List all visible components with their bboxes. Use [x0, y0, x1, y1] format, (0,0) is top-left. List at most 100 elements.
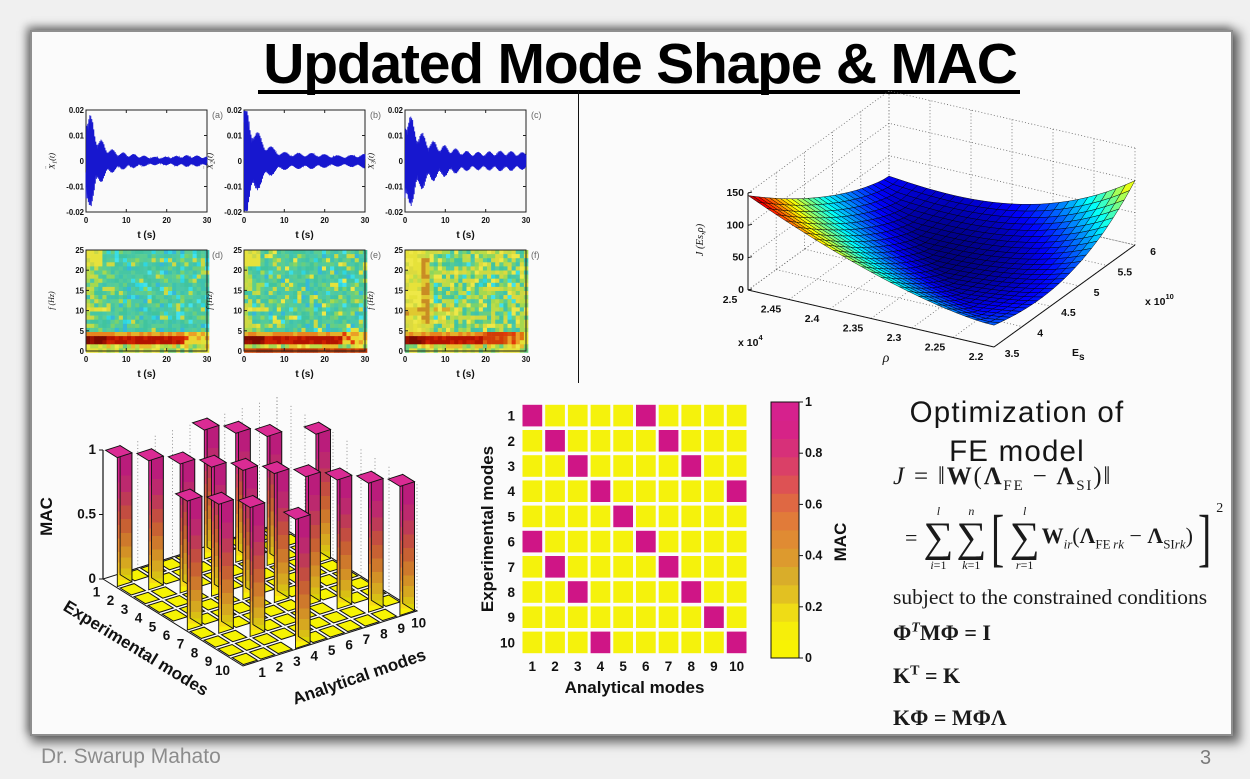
svg-text:10: 10	[122, 216, 131, 225]
svg-text:6: 6	[1150, 246, 1156, 258]
svg-text:0: 0	[238, 347, 243, 356]
svg-text:15: 15	[394, 286, 403, 295]
svg-text:f (Hz): f (Hz)	[205, 291, 214, 310]
svg-text:X3(t): X3(t)	[366, 153, 378, 170]
svg-text:2.2: 2.2	[969, 351, 984, 363]
svg-text:9: 9	[205, 654, 213, 669]
svg-text:10: 10	[411, 615, 426, 630]
svg-text:30: 30	[361, 216, 370, 225]
svg-text:3: 3	[293, 654, 301, 669]
svg-text:0.8: 0.8	[805, 446, 822, 460]
svg-text:4: 4	[135, 611, 143, 626]
svg-text:30: 30	[522, 355, 531, 364]
svg-text:100: 100	[726, 219, 744, 231]
svg-text:8: 8	[507, 585, 515, 600]
svg-text:x 1010: x 1010	[1145, 292, 1174, 308]
svg-text:3.5: 3.5	[1005, 348, 1020, 360]
svg-text:4: 4	[507, 484, 515, 499]
svg-text:30: 30	[203, 355, 212, 364]
svg-text:20: 20	[481, 216, 490, 225]
svg-text:0: 0	[84, 355, 89, 364]
svg-text:50: 50	[732, 252, 744, 264]
svg-text:-0.01: -0.01	[385, 183, 403, 192]
svg-text:20: 20	[162, 355, 171, 364]
svg-text:2: 2	[551, 659, 559, 674]
svg-text:3: 3	[574, 659, 582, 674]
svg-text:5: 5	[507, 509, 515, 524]
svg-text:0: 0	[242, 216, 247, 225]
svg-text:10: 10	[394, 307, 403, 316]
svg-text:9: 9	[397, 621, 405, 636]
svg-text:20: 20	[394, 266, 403, 275]
svg-text:1: 1	[507, 409, 515, 424]
svg-text:-0.01: -0.01	[66, 183, 84, 192]
svg-text:-0.02: -0.02	[385, 208, 403, 217]
svg-text:15: 15	[233, 286, 242, 295]
svg-text:0: 0	[399, 347, 404, 356]
svg-text:Es: Es	[1072, 347, 1085, 363]
svg-text:7: 7	[363, 632, 371, 647]
svg-text:0: 0	[805, 651, 812, 665]
svg-text:2.25: 2.25	[925, 342, 946, 354]
svg-text:f (Hz): f (Hz)	[366, 291, 375, 310]
svg-text:5: 5	[619, 659, 627, 674]
svg-text:0: 0	[238, 157, 243, 166]
svg-text:0: 0	[242, 355, 247, 364]
svg-text:9: 9	[507, 610, 515, 625]
svg-text:10: 10	[729, 659, 744, 674]
svg-text:0: 0	[403, 355, 408, 364]
svg-text:f (Hz): f (Hz)	[47, 291, 56, 310]
svg-text:MAC: MAC	[37, 497, 56, 536]
svg-text:t (s): t (s)	[295, 230, 313, 240]
svg-text:-0.02: -0.02	[224, 208, 242, 217]
svg-text:(a): (a)	[212, 110, 223, 120]
svg-text:30: 30	[522, 216, 531, 225]
svg-text:(b): (b)	[370, 110, 381, 120]
svg-text:MAC: MAC	[831, 523, 850, 562]
svg-text:10: 10	[441, 216, 450, 225]
svg-text:6: 6	[163, 628, 171, 643]
svg-text:t (s): t (s)	[137, 369, 155, 380]
svg-text:0.6: 0.6	[805, 497, 822, 511]
svg-text:0: 0	[84, 216, 89, 225]
svg-text:4: 4	[597, 659, 605, 674]
svg-text:X2(t): X2(t)	[205, 153, 217, 170]
svg-text:2.4: 2.4	[805, 313, 820, 325]
svg-text:t (s): t (s)	[456, 369, 474, 380]
svg-text:-0.02: -0.02	[66, 208, 84, 217]
svg-text:10: 10	[280, 355, 289, 364]
svg-text:1: 1	[805, 395, 812, 409]
svg-text:5.5: 5.5	[1117, 266, 1132, 278]
svg-text:5: 5	[399, 327, 404, 336]
svg-text:(c): (c)	[531, 110, 542, 120]
svg-text:1: 1	[93, 585, 101, 600]
svg-text:10: 10	[233, 307, 242, 316]
svg-text:0.02: 0.02	[227, 106, 243, 115]
svg-text:7: 7	[665, 659, 673, 674]
svg-text:0.01: 0.01	[69, 132, 85, 141]
svg-text:5: 5	[1094, 287, 1100, 299]
svg-text:10: 10	[441, 355, 450, 364]
svg-text:0: 0	[403, 216, 408, 225]
svg-text:J (Es,ρ): J (Es,ρ)	[695, 223, 706, 256]
svg-text:20: 20	[320, 355, 329, 364]
svg-text:t (s): t (s)	[456, 230, 474, 240]
svg-text:25: 25	[233, 246, 242, 255]
svg-text:3: 3	[121, 602, 129, 617]
svg-text:x 104: x 104	[738, 333, 763, 349]
svg-text:150: 150	[726, 187, 744, 199]
svg-text:8: 8	[191, 645, 199, 660]
svg-text:1: 1	[88, 442, 96, 457]
svg-text:¨: ¨	[363, 166, 371, 169]
svg-text:0: 0	[80, 347, 85, 356]
svg-text:t (s): t (s)	[295, 369, 313, 380]
svg-text:0: 0	[399, 157, 404, 166]
svg-text:2.45: 2.45	[761, 304, 782, 316]
svg-text:2.3: 2.3	[887, 332, 902, 344]
svg-text:20: 20	[75, 266, 84, 275]
svg-text:0.01: 0.01	[227, 132, 243, 141]
svg-text:2.35: 2.35	[843, 323, 864, 335]
svg-text:7: 7	[507, 560, 515, 575]
svg-text:0.5: 0.5	[77, 507, 96, 522]
svg-text:-0.01: -0.01	[224, 183, 242, 192]
